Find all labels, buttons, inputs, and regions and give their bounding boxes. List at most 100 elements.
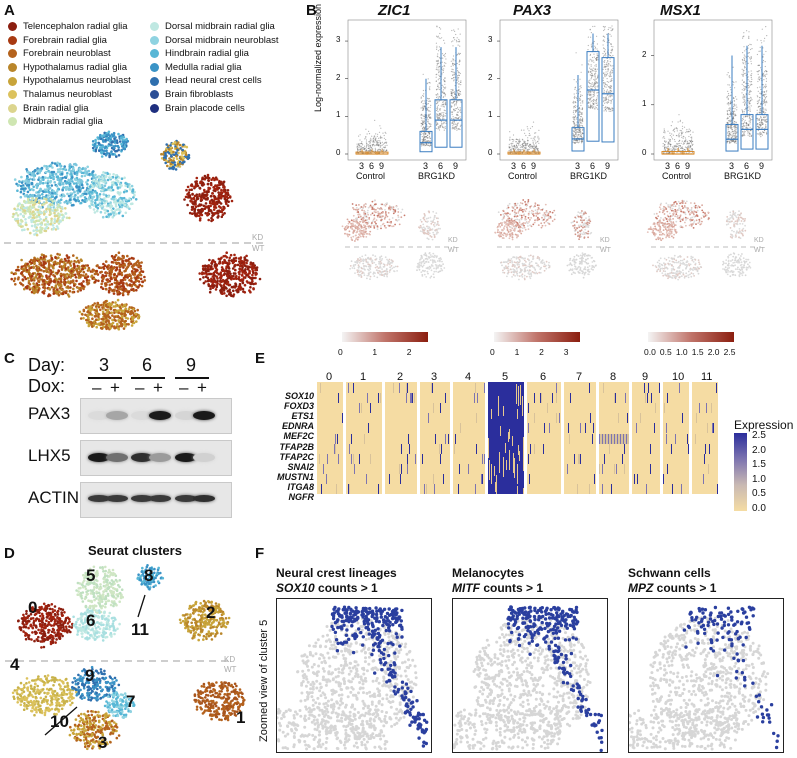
umap-point (106, 326, 110, 330)
jitter-point (421, 117, 423, 119)
jitter-point (453, 79, 455, 81)
umap-point (204, 176, 208, 179)
umap-point (20, 271, 24, 274)
jitter-point (451, 71, 453, 73)
jitter-point (459, 107, 461, 109)
umap-point (102, 274, 105, 278)
jitter-point (422, 100, 424, 102)
legend-label: Hindbrain radial glia (165, 48, 249, 60)
jitter-point (437, 104, 439, 106)
umap-point (29, 215, 32, 219)
umap-point (219, 291, 223, 294)
jitter-point (444, 95, 446, 97)
jitter-point (459, 110, 461, 112)
umap-point (164, 161, 167, 165)
umap-point (117, 282, 121, 286)
jitter-point (429, 100, 431, 102)
jitter-point (458, 71, 460, 74)
umap-point (54, 286, 58, 289)
jitter-point (376, 144, 378, 146)
umap-point (375, 211, 377, 214)
jitter-point (456, 67, 458, 69)
legend-item: Dorsal midbrain neuroblast (150, 34, 279, 48)
umap-point (95, 191, 99, 195)
umap-point (344, 232, 346, 235)
umap-point (86, 190, 90, 193)
umap-point (110, 204, 114, 208)
umap-point (375, 208, 377, 211)
panel-letter-a: A (4, 2, 15, 19)
jitter-point (422, 137, 425, 139)
umap-point (359, 256, 361, 259)
umap-point (371, 206, 374, 209)
umap-point (397, 208, 400, 210)
umap-point (213, 195, 217, 199)
umap-point (440, 267, 443, 270)
umap-point (396, 265, 399, 268)
umap-point (378, 213, 381, 216)
umap-point (101, 135, 104, 138)
umap-point (94, 173, 97, 177)
umap-point (379, 265, 382, 268)
umap-point (32, 265, 35, 269)
umap-point (113, 325, 116, 328)
jitter-point (437, 85, 439, 87)
umap-point (379, 208, 381, 210)
umap-point (83, 198, 87, 202)
umap-point (236, 263, 240, 267)
jitter-point (427, 140, 429, 142)
jitter-point (436, 35, 438, 37)
umap-point (99, 266, 103, 270)
umap-point (119, 312, 123, 315)
umap-point (216, 279, 219, 283)
umap-point (114, 261, 118, 264)
jitter-point (443, 103, 445, 105)
umap-point (228, 256, 231, 260)
umap-point (358, 227, 361, 230)
umap-point (400, 216, 403, 219)
umap-point (38, 262, 41, 266)
umap-point (422, 231, 425, 234)
umap-point (35, 266, 39, 270)
umap-point (361, 271, 364, 274)
legend-label: Forebrain neuroblast (23, 48, 111, 60)
umap-a-wt-label: WT (252, 244, 265, 253)
legend-swatch (150, 35, 159, 45)
jitter-point (442, 115, 444, 118)
umap-point (97, 313, 100, 316)
umap-point (67, 295, 71, 298)
jitter-point (453, 110, 456, 112)
jitter-point (428, 145, 431, 147)
jitter-point (445, 120, 447, 122)
umap-point (380, 255, 383, 258)
umap-point (169, 154, 173, 158)
umap-point (224, 254, 227, 258)
umap-point (435, 224, 438, 226)
umap-point (55, 225, 59, 228)
umap-point (104, 274, 108, 277)
umap-point (198, 219, 202, 222)
umap-point (135, 320, 138, 323)
jitter-point (421, 119, 423, 121)
jitter-point (380, 142, 382, 144)
umap-point (39, 211, 43, 214)
umap-point (214, 206, 218, 209)
umap-point (136, 308, 139, 312)
jitter-point (443, 100, 445, 102)
umap-point (49, 179, 53, 183)
umap-point (62, 193, 65, 196)
umap-point (99, 143, 102, 147)
jitter-point (386, 141, 388, 143)
umap-point (238, 261, 242, 265)
umap-point (141, 270, 145, 273)
umap-point (26, 177, 29, 180)
umap-point (363, 214, 366, 217)
umap-point (49, 163, 53, 167)
jitter-point (420, 96, 422, 98)
umap-point (367, 206, 370, 209)
umap-point (437, 227, 440, 230)
umap-point (65, 290, 68, 293)
umap-point (121, 264, 125, 267)
jitter-point (372, 148, 374, 150)
jitter-point (365, 146, 367, 148)
